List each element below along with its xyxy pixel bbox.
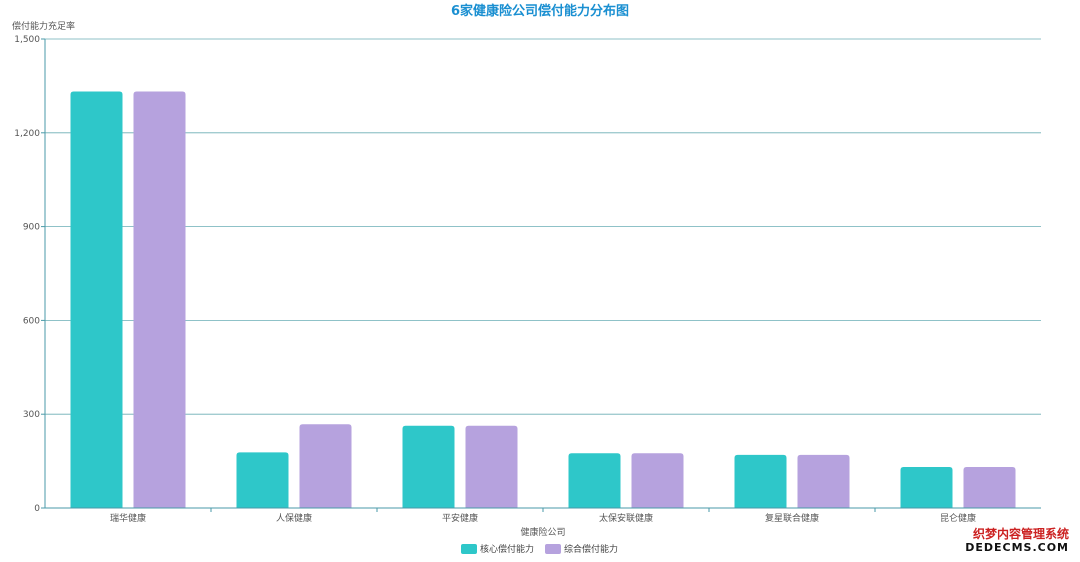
y-tick-label: 900 [23,223,40,233]
y-axis-label: 偿付能力充足率 [12,20,75,32]
bar[interactable] [402,425,455,508]
x-tick-label: 复星联合健康 [765,512,819,524]
y-tick-label: 1,500 [14,35,40,45]
x-axis-label: 健康险公司 [520,526,565,538]
y-tick-label: 600 [23,316,40,326]
bars [70,91,1016,508]
y-tick-label: 1,200 [14,129,40,139]
legend-swatch [545,544,561,554]
bar[interactable] [465,425,518,508]
x-tick-label: 人保健康 [276,512,312,524]
watermark: 织梦内容管理系统 DEDECMS.COM [965,526,1069,554]
bar[interactable] [631,453,684,508]
gridlines [45,38,1041,415]
y-tick-label: 300 [23,410,40,420]
x-tick-label: 瑞华健康 [110,512,146,524]
bar[interactable] [734,454,787,508]
bar[interactable] [963,467,1016,508]
watermark-line2: DEDECMS.COM [965,541,1069,554]
legend-swatch [461,544,477,554]
bar[interactable] [299,424,352,508]
bar[interactable] [797,454,850,508]
x-tick-label: 平安健康 [442,512,478,524]
legend-item[interactable]: 核心偿付能力 [461,543,534,555]
legend-item[interactable]: 综合偿付能力 [545,543,618,555]
bar[interactable] [133,91,186,508]
bar[interactable] [900,467,953,508]
watermark-line1: 织梦内容管理系统 [973,526,1069,541]
x-tick-label: 太保安联健康 [599,512,653,524]
legend-label: 综合偿付能力 [564,543,618,555]
legend-label: 核心偿付能力 [480,543,534,555]
y-tick-label: 0 [34,504,40,514]
bar[interactable] [70,91,123,508]
chart-title: 6家健康险公司偿付能力分布图 [451,3,629,19]
legend[interactable]: 核心偿付能力 综合偿付能力 [461,543,618,555]
bar[interactable] [236,452,289,508]
axes: 0 300 600 900 1,200 1,500 瑞华健康 人保健康 平安健康 太保安联健康 复星… [14,35,1041,524]
bar[interactable] [568,453,621,508]
x-tick-label: 昆仑健康 [940,512,976,524]
